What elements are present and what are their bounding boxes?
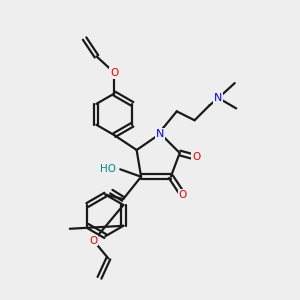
- Text: N: N: [214, 93, 223, 103]
- Text: HO: HO: [100, 164, 116, 174]
- Text: O: O: [89, 236, 98, 246]
- Text: O: O: [192, 152, 200, 162]
- Text: O: O: [178, 190, 187, 200]
- Text: O: O: [110, 68, 118, 78]
- Text: N: N: [156, 129, 165, 139]
